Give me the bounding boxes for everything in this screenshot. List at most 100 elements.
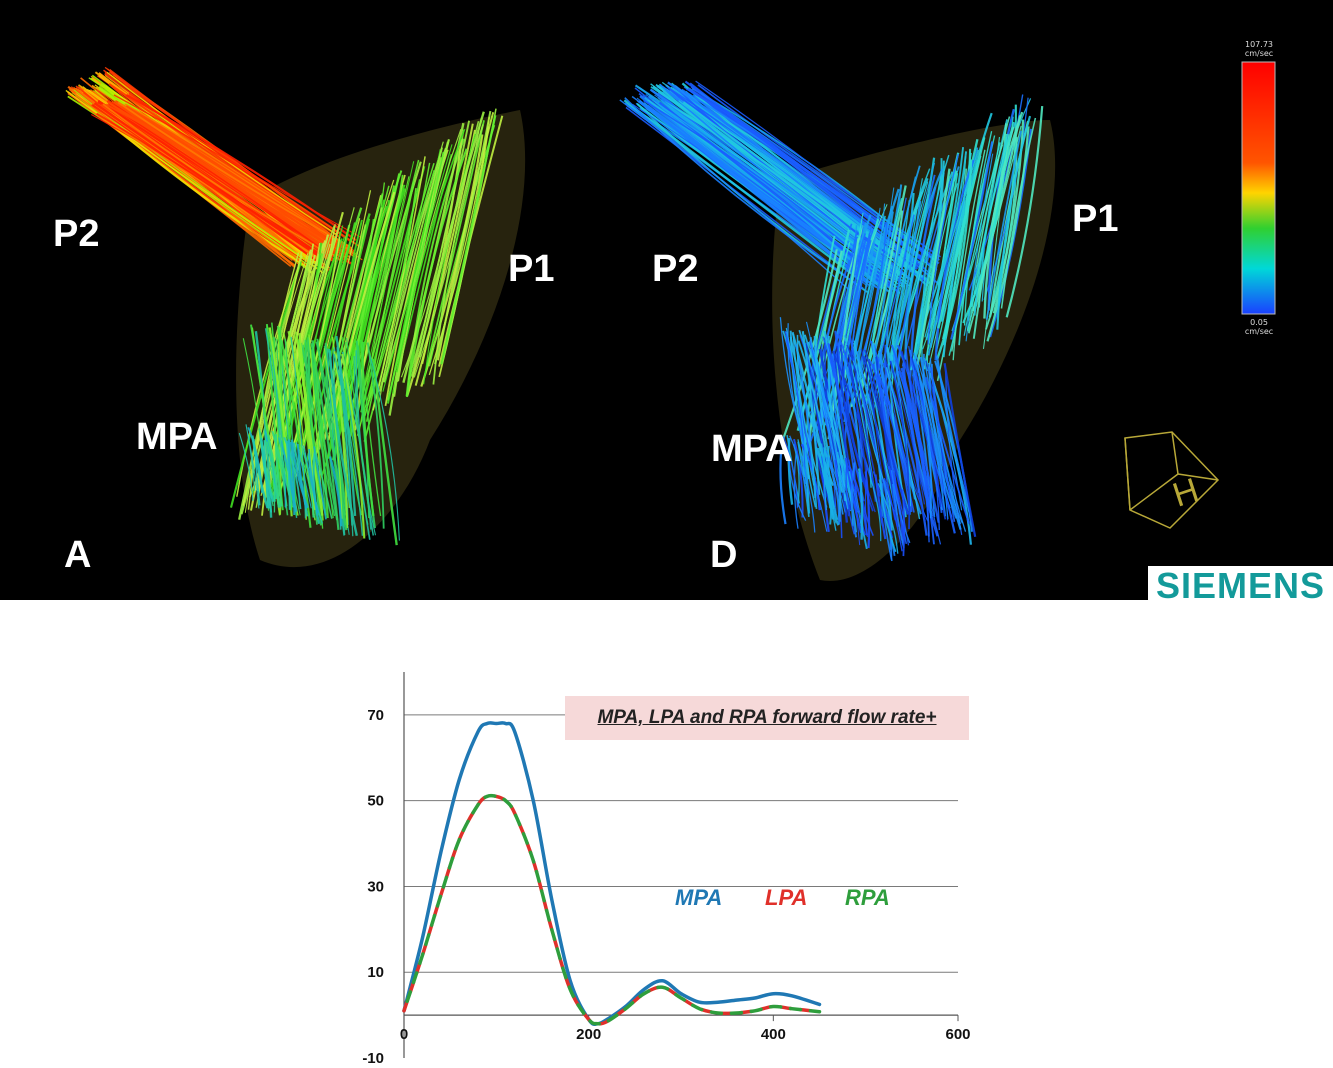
streamline: [341, 353, 366, 539]
color-scale-min-value: 0.05: [1250, 318, 1268, 327]
streamline: [428, 125, 496, 367]
streamline: [845, 462, 855, 535]
streamline: [619, 99, 850, 291]
streamline: [65, 89, 305, 260]
y-tick-label-50: 50: [367, 793, 384, 810]
streamline: [329, 456, 343, 527]
streamline: [659, 83, 899, 271]
streamline: [887, 162, 936, 355]
streamline: [271, 322, 291, 506]
streamline: [793, 438, 804, 518]
streamline: [967, 121, 1015, 332]
streamline: [924, 149, 979, 338]
streamline: [890, 470, 911, 544]
streamline: [792, 334, 828, 508]
streamline: [915, 355, 949, 520]
streamline: [857, 468, 864, 540]
streamline: [333, 199, 386, 459]
streamline: [916, 168, 951, 365]
streamline: [289, 441, 296, 516]
streamline: [965, 153, 994, 342]
streamline: [421, 123, 474, 365]
streamline: [1000, 117, 1037, 309]
streamline: [423, 133, 476, 385]
streamline: [787, 438, 794, 505]
streamline: [624, 97, 864, 290]
streamline: [128, 92, 364, 240]
streamline: [779, 449, 787, 525]
streamline: [970, 116, 1014, 308]
streamline: [887, 465, 905, 543]
streamline: [260, 437, 275, 503]
chart-tick-labels: -10 10 30 50 70 0 200 400 600: [362, 707, 970, 1067]
streamline: [927, 153, 959, 345]
streamline: [952, 149, 986, 361]
streamline: [366, 342, 385, 529]
streamline: [245, 424, 256, 491]
streamline: [238, 432, 254, 501]
streamline: [302, 445, 318, 517]
streamline: [943, 363, 977, 538]
streamline: [850, 462, 858, 538]
streamline: [866, 214, 915, 405]
streamline: [682, 101, 929, 281]
streamline: [382, 144, 453, 392]
left-panel-p2-label: P2: [53, 213, 100, 255]
streamline: [806, 455, 828, 532]
streamline: [846, 359, 883, 526]
streamline: [369, 355, 400, 541]
streamline: [935, 356, 972, 518]
streamline: [410, 120, 471, 377]
streamline: [117, 101, 351, 248]
streamline: [823, 448, 828, 511]
streamline: [826, 456, 840, 525]
streamline: [418, 111, 485, 358]
legend-mpa: MPA: [675, 885, 723, 910]
streamline: [108, 104, 334, 258]
streamline: [126, 105, 355, 252]
streamline: [913, 352, 932, 519]
x-tick-label-600: 600: [945, 1026, 970, 1043]
streamline: [386, 151, 445, 401]
streamline: [372, 156, 426, 411]
streamline: [405, 148, 468, 398]
streamline: [348, 181, 415, 442]
series-line-lpa: [402, 793, 822, 1026]
streamline: [870, 478, 882, 542]
streamline: [836, 451, 842, 517]
streamline: [885, 367, 921, 520]
streamline: [666, 102, 903, 276]
streamline: [287, 439, 298, 512]
left-panel-p1-label: P1: [508, 248, 555, 290]
streamline: [315, 452, 333, 519]
streamline: [102, 103, 332, 256]
streamline: [872, 203, 914, 415]
streamline: [821, 456, 830, 533]
streamlines-left: [65, 66, 504, 546]
color-scale-min-label: 0.05 cm/sec: [1234, 318, 1284, 336]
streamline: [948, 142, 1001, 356]
streamline: [865, 198, 903, 406]
color-scale-bar: [1241, 61, 1276, 315]
legend-rpa: RPA: [845, 885, 890, 910]
streamline: [308, 334, 324, 521]
streamline: [247, 435, 260, 509]
streamline: [937, 137, 986, 329]
streamline: [345, 337, 371, 519]
streamline: [789, 435, 808, 501]
x-tick-label-200: 200: [576, 1026, 601, 1043]
streamline: [318, 190, 372, 450]
streamline: [883, 477, 903, 552]
streamline: [864, 471, 871, 549]
streamline: [336, 347, 353, 526]
right-panel-p1-label: P1: [1072, 198, 1119, 240]
streamlines-right: [619, 80, 1044, 562]
streamline: [797, 439, 809, 507]
streamline: [253, 439, 261, 506]
streamline: [1005, 106, 1044, 318]
streamline: [315, 193, 384, 450]
streamline: [296, 444, 307, 509]
streamline: [848, 459, 866, 536]
streamline: [801, 331, 821, 495]
chart-title: MPA, LPA and RPA forward flow rate+: [597, 707, 937, 728]
